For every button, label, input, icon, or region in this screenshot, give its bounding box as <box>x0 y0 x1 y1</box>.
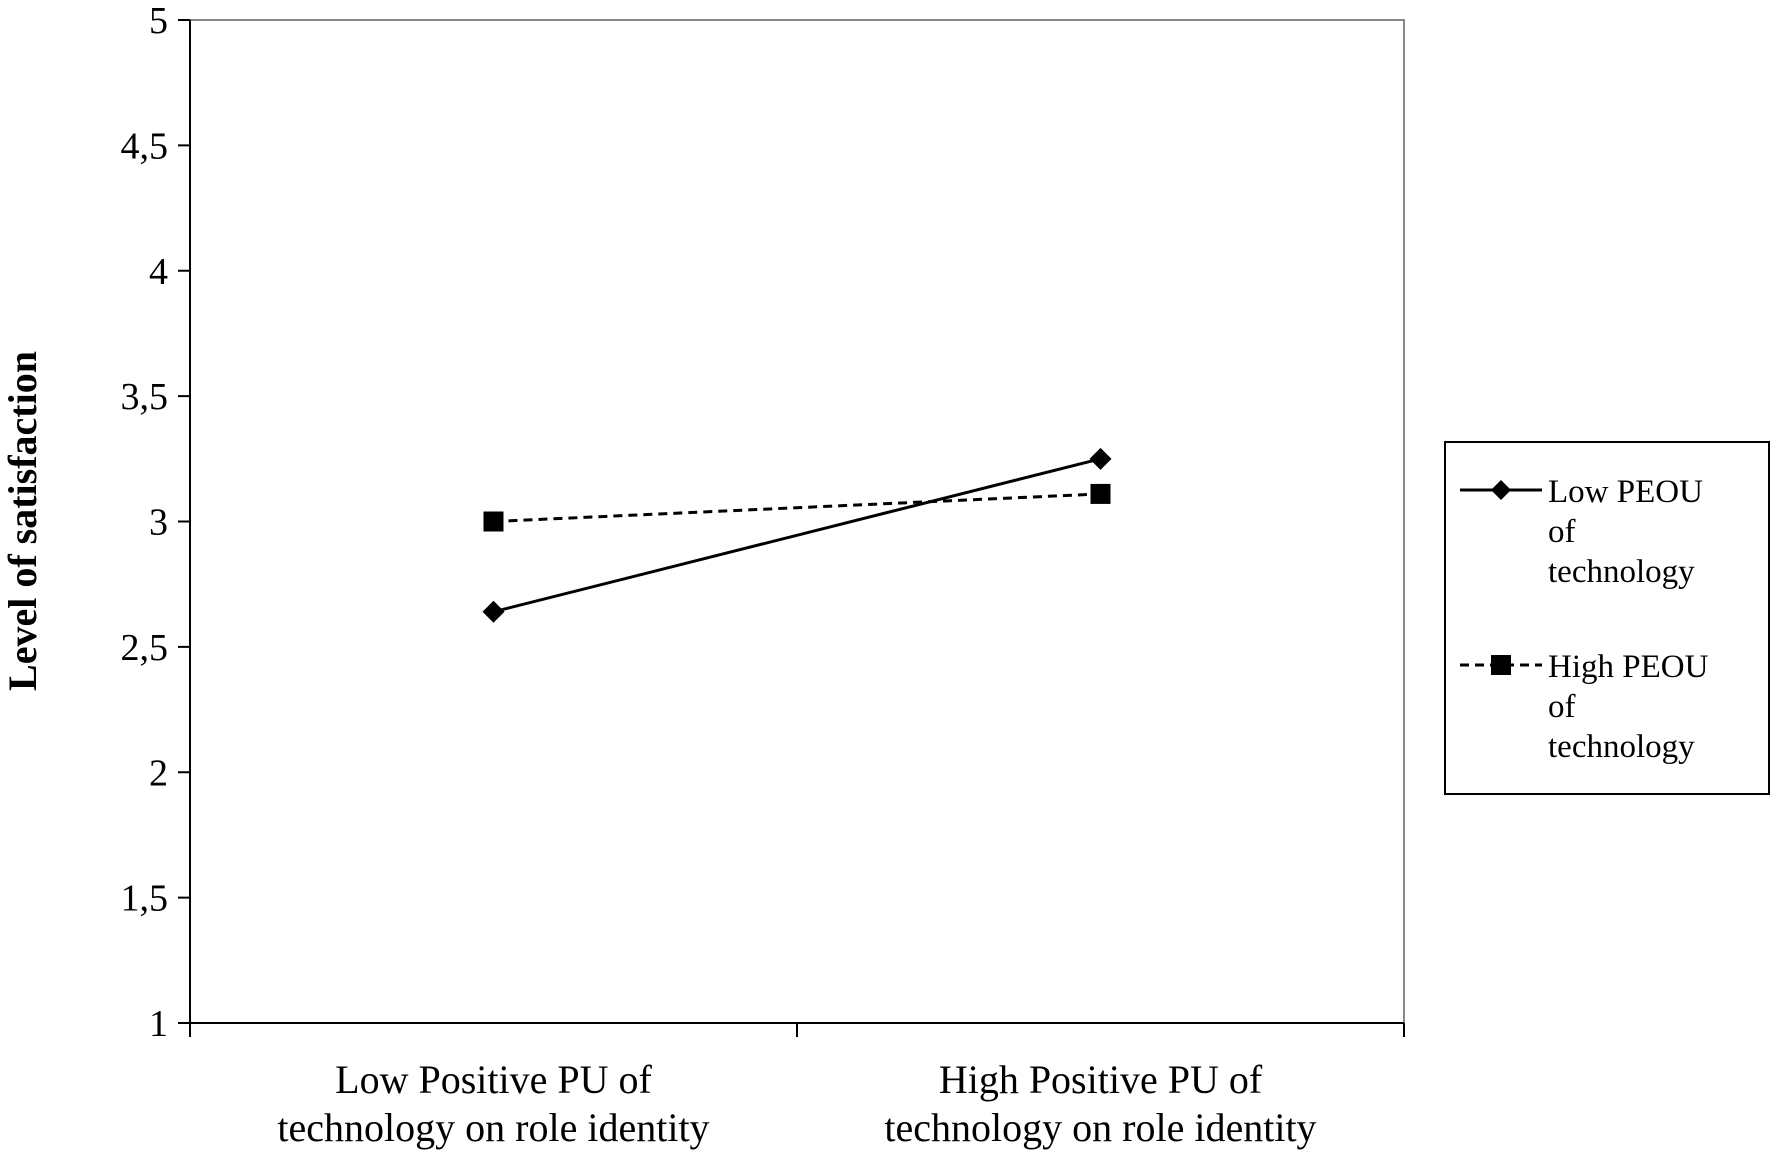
y-tick-label: 3,5 <box>121 376 169 418</box>
x-ticks: Low Positive PU of technology on role ide… <box>189 1023 1405 1150</box>
x-category-label-line: technology on role identity <box>884 1105 1316 1150</box>
y-tick-label: 1 <box>149 1003 168 1045</box>
series-0 <box>482 447 1112 623</box>
series-1 <box>483 483 1111 532</box>
series-line <box>493 457 1101 614</box>
y-tick-label: 2,5 <box>121 627 169 669</box>
legend-label-line: of <box>1548 514 1576 550</box>
x-category-label-line: technology on role identity <box>277 1105 709 1150</box>
legend-label-line: technology <box>1548 729 1695 765</box>
square-marker <box>1090 483 1111 504</box>
y-tick-label: 5 <box>149 0 168 42</box>
legend-label-0: Low PEOU of technology <box>1548 474 1703 590</box>
legend-label-line: Low PEOU <box>1548 474 1703 510</box>
diamond-marker <box>482 600 505 623</box>
legend: Low PEOU of technology High PEOU of technolog… <box>1444 441 1770 795</box>
y-tick-label: 4 <box>149 251 168 293</box>
y-ticks: 1 1,5 2 2,5 3 3,5 4 4,5 5 <box>121 0 190 1045</box>
legend-marker-0 <box>1491 480 1511 500</box>
legend-label-line: High PEOU <box>1548 649 1709 685</box>
legend-label-1: High PEOU of technology <box>1548 649 1709 765</box>
x-category-label: High Positive PU of technology on role id… <box>884 1057 1316 1150</box>
y-axis-title: Level of satisfaction <box>0 351 45 691</box>
x-category-label-line: High Positive PU of <box>939 1057 1263 1102</box>
series-line <box>493 492 1101 523</box>
square-marker <box>483 511 504 532</box>
x-category-label: Low Positive PU of technology on role ide… <box>277 1057 709 1150</box>
diamond-marker <box>1089 447 1112 470</box>
y-tick-label: 2 <box>149 752 168 794</box>
y-tick-label: 4,5 <box>121 125 169 167</box>
y-tick-label: 1,5 <box>121 878 169 920</box>
legend-marker-1 <box>1491 655 1511 675</box>
legend-label-line: of <box>1548 689 1576 725</box>
series-layer <box>482 447 1112 623</box>
y-tick-label: 3 <box>149 502 168 544</box>
legend-box <box>1444 441 1770 795</box>
plot-area <box>189 19 1405 1024</box>
x-category-label-line: Low Positive PU of <box>335 1057 652 1102</box>
legend-label-line: technology <box>1548 554 1695 590</box>
